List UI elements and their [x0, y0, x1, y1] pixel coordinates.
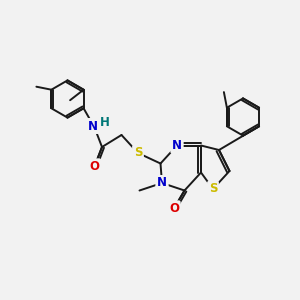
Text: N: N	[172, 139, 182, 152]
Text: H: H	[100, 116, 110, 130]
Text: H: H	[100, 116, 110, 130]
Text: O: O	[89, 160, 100, 173]
Text: N: N	[88, 119, 98, 133]
Text: O: O	[169, 202, 179, 215]
Text: O: O	[169, 202, 179, 215]
Text: S: S	[134, 146, 142, 160]
Text: N: N	[88, 119, 98, 133]
Text: S: S	[209, 182, 217, 196]
Text: S: S	[209, 182, 217, 196]
Text: N: N	[172, 139, 182, 152]
Text: S: S	[134, 146, 142, 160]
Text: O: O	[89, 160, 100, 173]
Text: N: N	[157, 176, 167, 190]
Text: N: N	[157, 176, 167, 190]
